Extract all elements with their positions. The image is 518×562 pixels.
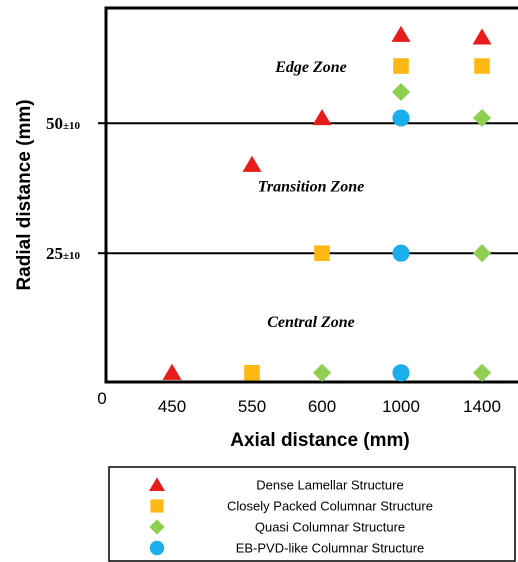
circle-marker: [392, 244, 410, 262]
square-marker: [393, 58, 409, 74]
diamond-marker: [472, 363, 492, 382]
x-tick-label: 550: [238, 397, 266, 416]
triangle-marker: [391, 25, 411, 42]
legend-square-icon: [150, 499, 164, 513]
x-axis-ticks: 450 550 600 1000 1400: [158, 397, 501, 416]
x-tick-label: 450: [158, 397, 186, 416]
legend-entry-label: EB-PVD-like Columnar Structure: [236, 541, 425, 556]
circle-marker: [392, 109, 410, 127]
plot-frame: [104, 6, 518, 384]
diamond-marker: [472, 108, 492, 128]
legend-triangle-icon: [149, 477, 165, 491]
origin-tick-label: 0: [97, 389, 106, 408]
diamond-marker: [391, 82, 411, 102]
x-tick-label: 1400: [463, 397, 501, 416]
legend-entry-label: Quasi Columnar Structure: [255, 520, 405, 535]
y-axis-title: Radial distance (mm): [14, 99, 35, 290]
zone-label: Edge Zone: [274, 59, 347, 76]
legend: Dense Lamellar Structure Closely Packed C…: [108, 466, 516, 562]
triangle-marker: [162, 363, 182, 380]
legend-diamond-icon: [149, 519, 165, 535]
data-markers: [162, 25, 492, 382]
y-tick-label: 50±10: [46, 114, 81, 133]
circle-marker: [392, 364, 410, 382]
square-marker: [314, 245, 330, 261]
triangle-marker: [472, 28, 492, 45]
legend-box: [108, 466, 516, 562]
zone-boundaries: [106, 122, 518, 255]
zone-label: Transition Zone: [258, 179, 365, 196]
square-marker: [244, 365, 260, 381]
x-tick-label: 600: [308, 397, 336, 416]
y-axis-ticks: 25±10 50±10: [46, 114, 106, 263]
diamond-marker: [312, 363, 332, 382]
legend-circle-icon: [149, 540, 165, 556]
zone-labels: Edge Zone Transition Zone Central Zone: [258, 59, 365, 331]
y-tick-label: 25±10: [46, 244, 81, 263]
square-marker: [474, 58, 490, 74]
diamond-marker: [472, 244, 492, 263]
x-axis-title: Axial distance (mm): [230, 430, 410, 451]
triangle-marker: [242, 155, 262, 172]
x-tick-label: 1000: [382, 397, 420, 416]
triangle-marker: [312, 108, 332, 126]
legend-entry-label: Dense Lamellar Structure: [256, 478, 403, 493]
zone-label: Central Zone: [267, 314, 355, 331]
legend-entry-label: Closely Packed Columnar Structure: [227, 499, 433, 514]
